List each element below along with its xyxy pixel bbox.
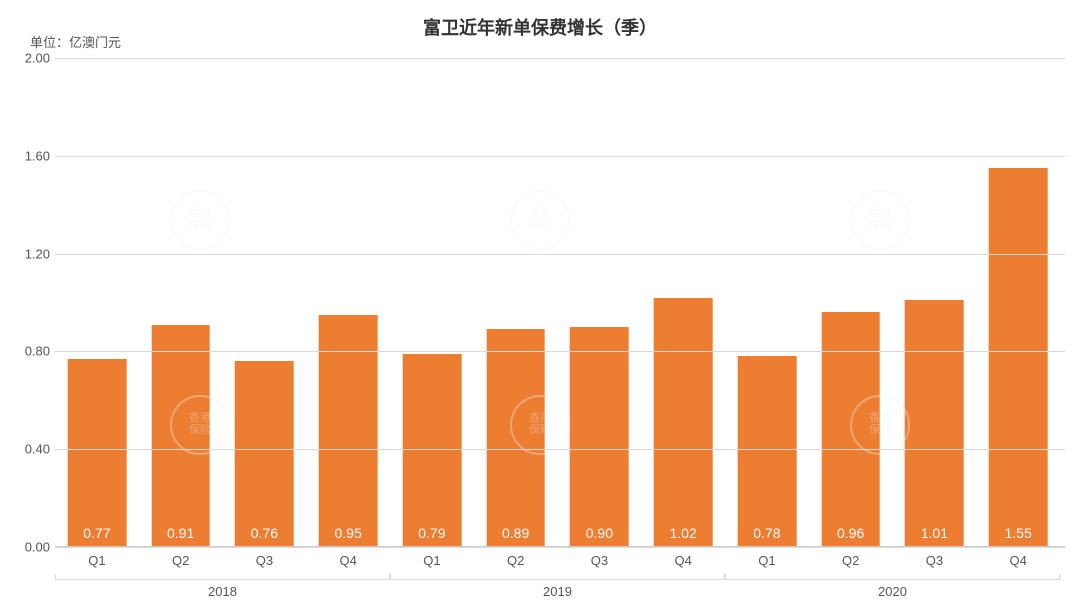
xtick-label: Q3 [223, 553, 307, 568]
bar-value-label: 1.01 [905, 525, 964, 541]
bar-value-label: 1.55 [989, 525, 1048, 541]
xtick-label: Q1 [390, 553, 474, 568]
bar: 0.95 [319, 315, 378, 547]
bar-slot: 0.77Q1 [55, 58, 139, 547]
gridline [55, 351, 1065, 352]
ytick-label: 0.40 [10, 442, 50, 457]
bar-slot: 1.01Q3 [893, 58, 977, 547]
bar: 0.89 [486, 329, 545, 547]
plot-area: 0.77Q10.91Q20.76Q30.95Q40.79Q10.89Q20.90… [55, 58, 1060, 547]
bar-slot: 0.91Q2 [139, 58, 223, 547]
xtick-label: Q3 [558, 553, 642, 568]
bar: 0.96 [821, 312, 880, 547]
gridline [55, 156, 1065, 157]
bar: 0.76 [235, 361, 294, 547]
xtick-label: Q4 [306, 553, 390, 568]
bar: 1.55 [989, 168, 1048, 547]
x-axis-line [55, 546, 1065, 547]
bar-slot: 1.02Q4 [641, 58, 725, 547]
bar-slot: 0.89Q2 [474, 58, 558, 547]
bar-value-label: 0.96 [821, 525, 880, 541]
gridline [55, 547, 1065, 548]
bar-slot: 0.96Q2 [809, 58, 893, 547]
x-group-label: 2018 [55, 579, 390, 599]
bar-value-label: 0.89 [486, 525, 545, 541]
unit-label: 单位：亿澳门元 [30, 32, 121, 51]
group-tick [725, 574, 726, 580]
xtick-label: Q2 [809, 553, 893, 568]
bar-value-label: 0.90 [570, 525, 629, 541]
xtick-label: Q2 [139, 553, 223, 568]
bar: 0.78 [738, 356, 797, 547]
x-group-labels: 201820192020 [55, 577, 1060, 599]
gridline [55, 58, 1065, 59]
chart-title: 富卫近年新单保费增长（季） [0, 14, 1080, 40]
bar-value-label: 0.78 [738, 525, 797, 541]
xtick-label: Q2 [474, 553, 558, 568]
ytick-label: 1.20 [10, 246, 50, 261]
bar-slot: 0.90Q3 [558, 58, 642, 547]
bar: 1.02 [654, 298, 713, 547]
gridline [55, 449, 1065, 450]
bar-slot: 0.78Q1 [725, 58, 809, 547]
bar: 1.01 [905, 300, 964, 547]
x-group-label: 2020 [725, 579, 1060, 599]
bar-value-label: 0.95 [319, 525, 378, 541]
x-group-label: 2019 [390, 579, 725, 599]
gridline [55, 254, 1065, 255]
bar: 0.77 [68, 359, 127, 547]
xtick-label: Q4 [641, 553, 725, 568]
bar-value-label: 0.79 [403, 525, 462, 541]
bar: 0.90 [570, 327, 629, 547]
chart-container: 富卫近年新单保费增长（季） 单位：亿澳门元 0.77Q10.91Q20.76Q3… [0, 0, 1080, 607]
bar-slot: 1.55Q4 [976, 58, 1060, 547]
group-tick [390, 574, 391, 580]
xtick-label: Q3 [893, 553, 977, 568]
bar-slot: 0.76Q3 [223, 58, 307, 547]
bar: 0.91 [151, 325, 210, 547]
xtick-label: Q4 [976, 553, 1060, 568]
bar-value-label: 0.76 [235, 525, 294, 541]
bar: 0.79 [403, 354, 462, 547]
ytick-label: 2.00 [10, 51, 50, 66]
ytick-label: 1.60 [10, 148, 50, 163]
bar-slot: 0.95Q4 [306, 58, 390, 547]
bar-value-label: 0.77 [68, 525, 127, 541]
bar-value-label: 0.91 [151, 525, 210, 541]
group-tick [1059, 574, 1060, 580]
ytick-label: 0.00 [10, 540, 50, 555]
group-tick [55, 574, 56, 580]
bar-slot: 0.79Q1 [390, 58, 474, 547]
bars-row: 0.77Q10.91Q20.76Q30.95Q40.79Q10.89Q20.90… [55, 58, 1060, 547]
xtick-label: Q1 [725, 553, 809, 568]
xtick-label: Q1 [55, 553, 139, 568]
ytick-label: 0.80 [10, 344, 50, 359]
bar-value-label: 1.02 [654, 525, 713, 541]
